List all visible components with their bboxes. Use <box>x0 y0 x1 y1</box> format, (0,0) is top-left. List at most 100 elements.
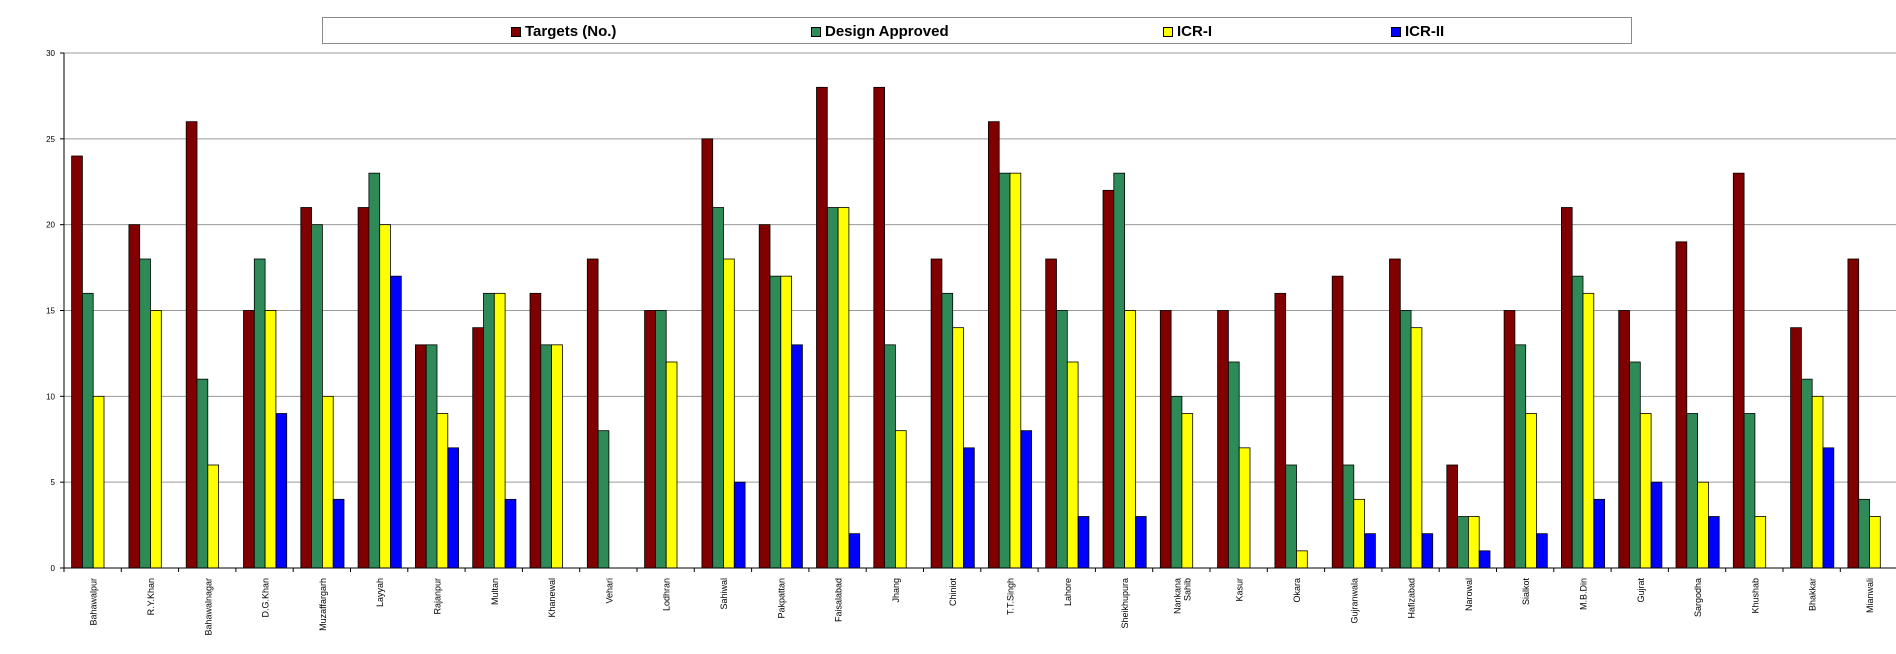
legend-label: ICR-I <box>1177 23 1212 40</box>
bar-icr-i-muzaffargarh <box>321 395 334 569</box>
bars <box>71 86 1881 569</box>
x-tick-label-group: Okara <box>1292 578 1302 603</box>
bar-design-approved-sahiwal <box>712 207 724 569</box>
x-tick-label-group: Sialkot <box>1521 578 1531 606</box>
legend-swatch <box>811 26 821 37</box>
bar-icr-i-bhakkar <box>1811 395 1824 569</box>
x-tick-label: Bahawalpur <box>89 578 99 626</box>
x-tick-label: Muzaffargarh <box>318 578 328 631</box>
bar-design-approved-d-g-khan <box>253 258 266 569</box>
bar-icr-ii-lahore <box>1077 516 1090 569</box>
x-tick-label-group: Multan <box>490 578 500 605</box>
x-tick-label-group: T.T.Singh <box>1005 578 1015 615</box>
bar-design-approved-khanewal <box>540 344 552 569</box>
bar-targets-no-bhakkar <box>1790 327 1802 569</box>
x-tick-label-group: Bhakkar <box>1808 578 1818 611</box>
x-tick-label: Gujranwala <box>1349 578 1359 624</box>
bar-design-approved-khushab <box>1743 413 1756 569</box>
x-tick-label-group: Sahiwal <box>719 578 729 610</box>
x-tick-label-group: Faisalabad <box>834 578 844 622</box>
x-tick-label: Sialkot <box>1521 578 1531 606</box>
x-axis-labels: Bahawalpur R.Y.Khan Bahawalnagar D.G.Khan Mu… <box>89 578 1875 636</box>
bar-icr-ii-layyah <box>390 275 402 569</box>
bar-design-approved-faisalabad <box>826 207 839 569</box>
x-tick-label: Faisalabad <box>834 578 844 622</box>
bar-targets-no-d-g-khan <box>243 310 255 569</box>
y-axis-ticks: 0 5 10 15 20 25 30 <box>46 49 55 573</box>
bar-targets-no-r-y-khan <box>128 224 141 569</box>
x-tick-label-group: Layyah <box>375 578 385 607</box>
bar-icr-i-d-g-khan <box>264 310 277 569</box>
y-tick-label: 20 <box>46 221 55 230</box>
legend-label: Targets (No.) <box>525 23 617 40</box>
bar-targets-no-gujrat <box>1618 310 1630 569</box>
x-tick-label-group: Hafizabad <box>1407 578 1417 619</box>
bar-design-approved-multan <box>483 292 495 569</box>
bar-targets-no-gujranwala <box>1331 275 1344 569</box>
x-tick-label: M.B.Din <box>1578 578 1588 610</box>
bar-icr-i-sahiwal <box>723 258 735 569</box>
x-tick-label: Bhakkar <box>1808 578 1818 611</box>
bar-icr-ii-muzaffargarh <box>332 498 345 569</box>
bar-design-approved-narowal <box>1457 516 1469 569</box>
bar-icr-i-nankana-sahib <box>1181 413 1194 569</box>
bar-targets-no-okara <box>1274 292 1287 569</box>
legend-swatch <box>511 26 521 37</box>
x-tick-label: Jhang <box>891 578 901 603</box>
x-tick-label: Mianwali <box>1865 578 1875 613</box>
bar-icr-i-sheikhupura <box>1124 310 1136 569</box>
bar-design-approved-sialkot <box>1514 344 1527 569</box>
x-tick-label: Okara <box>1292 578 1302 603</box>
bar-icr-ii-gujranwala <box>1364 533 1376 569</box>
bar-targets-no-sialkot <box>1503 310 1516 569</box>
bar-icr-i-pakpattan <box>780 275 792 569</box>
legend-swatch <box>1163 26 1173 37</box>
x-tick-label: Lodhran <box>662 578 672 611</box>
x-tick-label-group: D.G.Khan <box>261 578 271 618</box>
axes <box>60 52 1896 572</box>
bar-icr-ii-rajanpur <box>447 447 459 569</box>
bar-icr-i-mianwali <box>1869 516 1881 569</box>
x-tick-label: Kasur <box>1235 578 1245 602</box>
bar-targets-no-muzaffargarh <box>300 207 312 569</box>
bar-targets-no-bahawalnagar <box>185 121 198 569</box>
bar-icr-ii-chiniot <box>963 447 975 569</box>
legend-item: ICR-I <box>1163 23 1212 40</box>
bar-design-approved-kasur <box>1228 361 1240 569</box>
bar-design-approved-mianwali <box>1858 498 1870 569</box>
bar-design-approved-sheikhupura <box>1113 172 1126 569</box>
x-tick-label-group: Rajanpur <box>432 578 442 615</box>
bar-icr-i-bahawalnagar <box>207 464 220 569</box>
y-tick-label: 5 <box>51 478 56 487</box>
bar-icr-i-sialkot <box>1525 413 1537 569</box>
bar-icr-i-layyah <box>379 224 391 569</box>
bar-icr-ii-m-b-din <box>1593 498 1606 569</box>
bar-targets-no-sargodha <box>1675 241 1688 569</box>
bar-icr-i-lahore <box>1066 361 1079 569</box>
x-tick-label: R.Y.Khan <box>146 578 156 615</box>
bar-design-approved-bahawalnagar <box>196 378 209 569</box>
bar-icr-i-hafizabad <box>1410 327 1423 569</box>
bar-design-approved-gujranwala <box>1342 464 1355 569</box>
bar-targets-no-m-b-din <box>1561 207 1573 569</box>
bar-design-approved-rajanpur <box>425 344 438 569</box>
bar-icr-ii-bhakkar <box>1822 447 1835 569</box>
bar-design-approved-layyah <box>368 172 381 569</box>
x-tick-label: Narowal <box>1464 578 1474 611</box>
x-tick-label-group: Gujrat <box>1636 578 1646 603</box>
bar-targets-no-multan <box>472 327 484 569</box>
x-tick-label: Hafizabad <box>1407 578 1417 619</box>
bar-icr-i-sargodha <box>1697 481 1709 569</box>
x-tick-label-group: Pakpattan <box>776 578 786 619</box>
bar-design-approved-okara <box>1285 464 1297 569</box>
x-tick-label-group: Chiniot <box>948 578 958 607</box>
bar-design-approved-t-t-singh <box>998 172 1011 569</box>
x-tick-label: Khanewal <box>547 578 557 618</box>
x-tick-label-group: Vehari <box>604 578 614 604</box>
bar-targets-no-khanewal <box>529 292 542 569</box>
bar-targets-no-bahawalpur <box>71 155 83 569</box>
bar-icr-i-gujranwala <box>1353 498 1366 569</box>
x-tick-label-group: Lahore <box>1063 578 1073 606</box>
bar-targets-no-kasur <box>1217 310 1229 569</box>
bar-design-approved-nankana-sahib <box>1170 395 1183 569</box>
